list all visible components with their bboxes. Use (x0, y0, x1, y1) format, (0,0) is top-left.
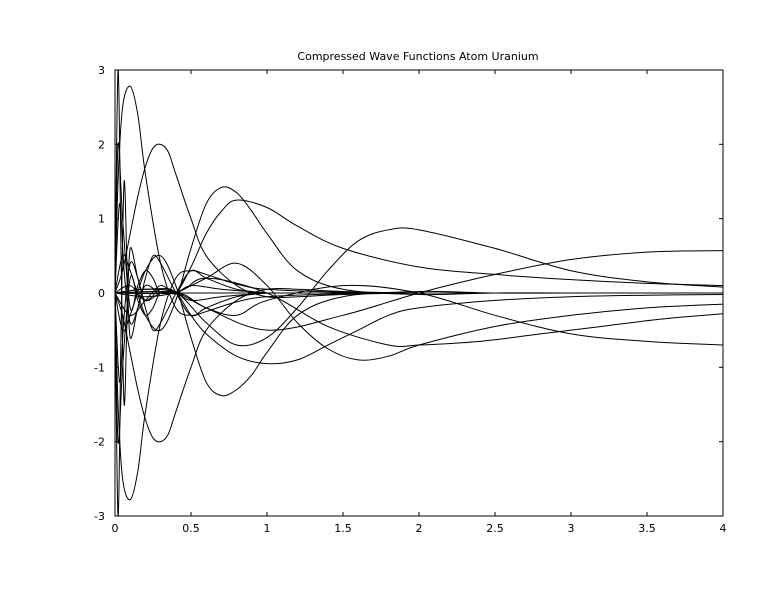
series-line (115, 142, 268, 311)
series-line (115, 203, 268, 325)
series-line (115, 275, 268, 444)
series-group (115, 70, 723, 516)
x-tick-label: 3 (568, 522, 575, 535)
series-line (115, 277, 723, 348)
y-tick-label: -3 (94, 510, 105, 523)
y-tick-label: -1 (94, 361, 105, 374)
chart-title: Compressed Wave Functions Atom Uranium (297, 50, 538, 63)
series-line (115, 254, 723, 397)
series-line (115, 199, 723, 316)
x-tick-label: 0.5 (182, 522, 200, 535)
y-tick-label: -2 (94, 436, 105, 449)
series-line (115, 261, 268, 383)
x-tick-label: 3.5 (638, 522, 656, 535)
series-line (115, 270, 723, 501)
y-tick-label: 0 (98, 287, 105, 300)
axis-ticks: 0 0.5 1 1.5 2 2.5 3 3.5 4 -3 -2 -1 0 1 2 3 (94, 64, 726, 535)
series-line (115, 284, 723, 365)
series-line (115, 250, 723, 331)
x-tick-label: 0 (112, 522, 119, 535)
x-tick-label: 2.5 (486, 522, 504, 535)
y-tick-label: 1 (98, 213, 105, 226)
series-line (115, 85, 723, 316)
y-tick-label: 2 (98, 138, 105, 151)
x-tick-label: 1.5 (334, 522, 352, 535)
x-tick-label: 2 (416, 522, 423, 535)
y-tick-label: 3 (98, 64, 105, 77)
series-line (115, 180, 176, 516)
series-line (115, 227, 723, 347)
series-line (115, 70, 176, 406)
x-tick-label: 1 (264, 522, 271, 535)
x-tick-label: 4 (720, 522, 727, 535)
